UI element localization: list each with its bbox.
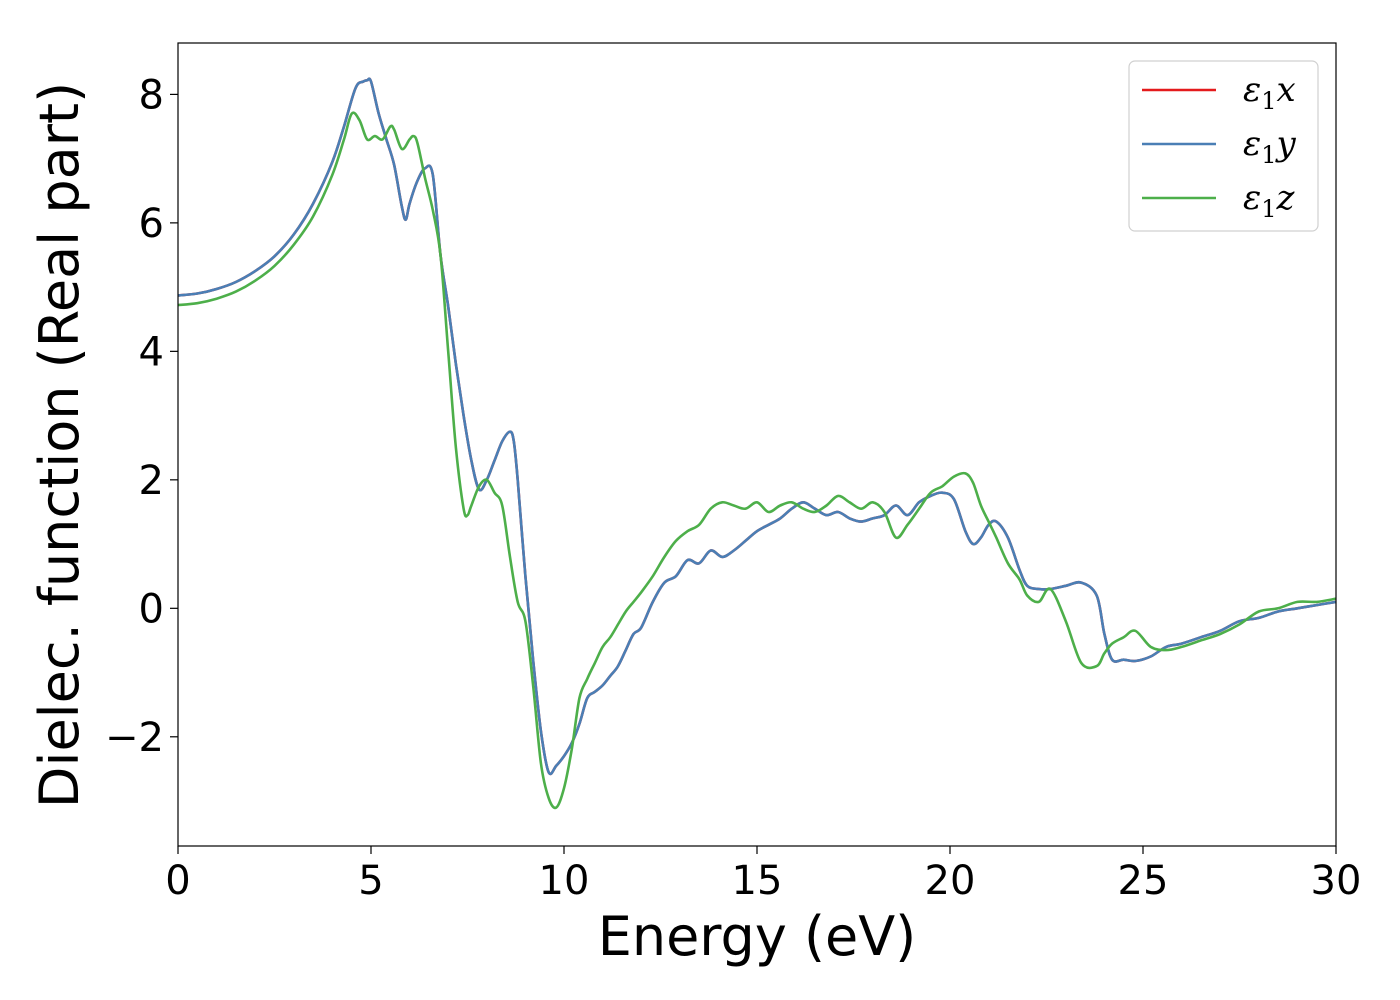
y-axis-ticks: −2 0 2 4 6 8 <box>105 72 178 761</box>
x-tick-label: 30 <box>1311 858 1362 904</box>
x-tick-label: 0 <box>165 858 190 904</box>
y-axis-title: Dielec. function (Real part) <box>28 82 91 808</box>
x-axis-ticks: 0 5 10 15 20 25 30 <box>165 846 1361 904</box>
y-tick-label: −2 <box>105 715 164 761</box>
series-line-3 <box>178 111 1336 810</box>
y-tick-label: 0 <box>139 586 164 632</box>
legend-label-1: ε1x <box>1243 70 1296 115</box>
x-tick-label: 15 <box>732 858 783 904</box>
x-tick-label: 20 <box>925 858 976 904</box>
series-line-2 <box>178 77 1336 776</box>
y-tick-label: 6 <box>139 201 164 247</box>
legend-label-2: ε1y <box>1243 124 1297 169</box>
x-tick-label: 25 <box>1118 858 1169 904</box>
x-axis-title: Energy (eV) <box>598 905 917 968</box>
legend-box <box>1128 60 1319 232</box>
x-tick-label: 5 <box>358 858 383 904</box>
legend: ε1x ε1y ε1z <box>1128 60 1319 232</box>
x-tick-label: 10 <box>539 858 590 904</box>
y-tick-label: 4 <box>139 329 164 375</box>
y-tick-label: 2 <box>139 458 164 504</box>
series-layer <box>178 77 1336 810</box>
legend-label-3: ε1z <box>1243 178 1296 223</box>
y-tick-label: 8 <box>139 72 164 118</box>
